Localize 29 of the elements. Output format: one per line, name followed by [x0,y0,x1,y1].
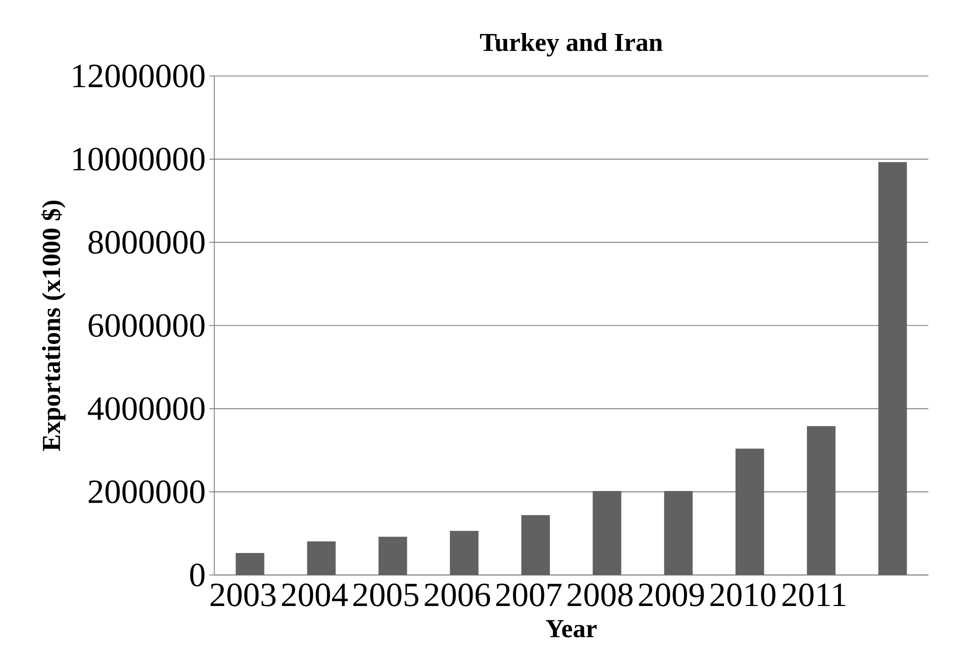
bar [878,162,907,575]
y-tick-label: 10000000 [73,148,204,171]
x-tick-label: 2004 [282,584,348,606]
y-tick-label: 8000000 [88,230,204,254]
x-tick-label: 2006 [424,584,490,606]
bar [450,530,478,575]
x-tick-label: 2010 [710,584,776,606]
bar [806,426,836,575]
x-tick-label: 2003 [210,584,276,606]
y-tick-label: 12000000 [73,64,204,88]
bar [378,536,408,575]
bar [307,541,336,575]
bar [521,515,550,575]
x-tick-label: 2009 [639,584,704,606]
bar [236,552,264,575]
y-tick-label: 4000000 [88,397,204,420]
bar [736,448,764,575]
x-tick-label: 2011 [782,584,846,606]
x-tick-label: 2007 [496,584,562,606]
y-tick-label: 2000000 [88,480,204,504]
chart-title: Turkey and Iran [480,32,663,56]
y-axis-title: Exportations (x1000 $) [41,200,66,451]
x-tick-label: 2005 [353,584,418,606]
bar [592,491,622,575]
y-tick-label: 0 [190,564,204,586]
x-tick-label: 2008 [568,584,633,606]
y-tick-label: 6000000 [88,314,204,337]
x-axis-title: Year [546,620,597,638]
bar [664,491,693,575]
